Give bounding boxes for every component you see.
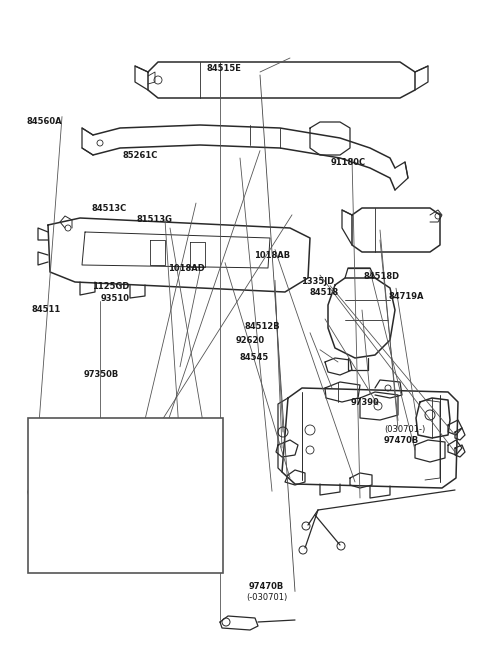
Text: 84545: 84545: [240, 353, 269, 362]
Text: 84513C: 84513C: [91, 204, 126, 213]
Text: 1335JD: 1335JD: [301, 277, 334, 286]
Text: 81513G: 81513G: [137, 215, 173, 224]
Text: 84515E: 84515E: [206, 64, 241, 73]
Text: 1018AD: 1018AD: [168, 264, 205, 273]
Text: 91180C: 91180C: [330, 158, 365, 167]
Text: 97470B: 97470B: [249, 582, 284, 591]
Text: 1125GD: 1125GD: [92, 282, 130, 291]
Text: 97470B: 97470B: [384, 436, 419, 445]
Text: 97380: 97380: [127, 495, 156, 504]
Text: 85261C: 85261C: [122, 151, 158, 160]
Text: 84511: 84511: [31, 305, 60, 314]
Text: 84719A: 84719A: [389, 291, 424, 301]
Text: 84560A: 84560A: [26, 117, 62, 126]
Text: 1018AB: 1018AB: [254, 251, 290, 260]
Text: 84518D: 84518D: [364, 272, 400, 281]
Text: 84512B: 84512B: [245, 322, 280, 331]
Text: 97350B: 97350B: [84, 370, 119, 379]
Text: (-030701): (-030701): [246, 593, 287, 602]
Text: 1339CC: 1339CC: [84, 450, 120, 459]
Text: 84518: 84518: [310, 288, 339, 297]
Text: 1336JA: 1336JA: [96, 438, 129, 447]
Text: 93510: 93510: [101, 293, 130, 303]
Text: 97390: 97390: [350, 398, 379, 407]
Text: 92620: 92620: [235, 336, 264, 345]
Text: (030701-): (030701-): [384, 424, 425, 434]
Bar: [28, 418, 223, 573]
